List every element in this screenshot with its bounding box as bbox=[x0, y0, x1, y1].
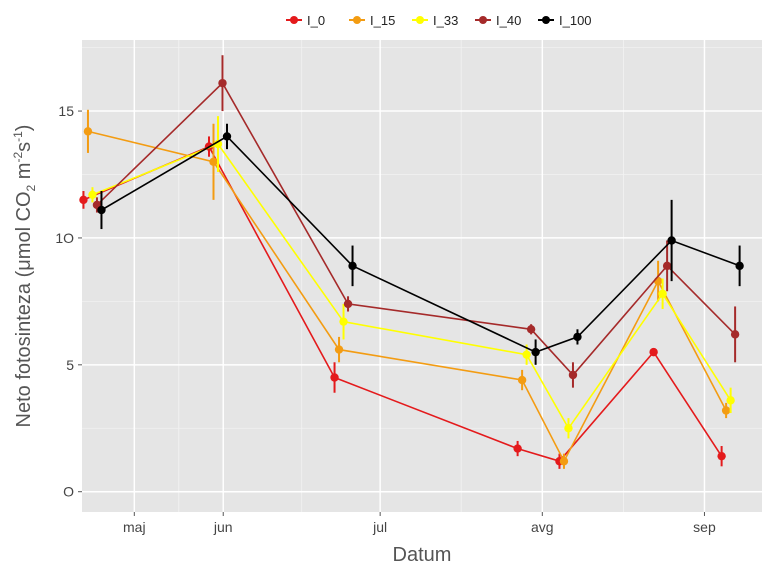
data-point bbox=[649, 347, 658, 357]
y-title-part: 2 bbox=[24, 184, 38, 191]
x-tick-label: avg bbox=[531, 519, 554, 535]
series-I_100 bbox=[97, 123, 744, 365]
y-tick-label: O bbox=[63, 484, 74, 500]
series-I_40 bbox=[92, 55, 740, 388]
data-point bbox=[653, 276, 663, 286]
data-point bbox=[735, 261, 744, 271]
x-tick-label: jul bbox=[372, 519, 387, 535]
legend-label: I_100 bbox=[559, 13, 592, 28]
data-point bbox=[334, 345, 344, 354]
legend-label: I_0 bbox=[307, 13, 325, 28]
x-tick-label: maj bbox=[123, 519, 146, 535]
series-I_15 bbox=[83, 109, 731, 469]
legend-key-point bbox=[416, 16, 424, 24]
legend-label: I_33 bbox=[433, 13, 458, 28]
data-point bbox=[209, 157, 218, 167]
data-point bbox=[564, 424, 573, 433]
legend-key-point bbox=[479, 16, 487, 24]
legend-label: I_40 bbox=[496, 13, 521, 28]
data-point bbox=[667, 236, 676, 245]
y-title-part: m bbox=[13, 163, 35, 185]
x-tick-label: sep bbox=[693, 519, 716, 535]
data-point bbox=[721, 406, 731, 415]
x-axis-title: Datum bbox=[393, 544, 452, 566]
data-point bbox=[222, 132, 232, 141]
data-point bbox=[513, 444, 522, 453]
data-point bbox=[79, 195, 88, 205]
data-point bbox=[517, 375, 527, 385]
legend-item: I_0 bbox=[286, 13, 325, 28]
data-point bbox=[559, 457, 569, 466]
legend-key-point bbox=[290, 16, 298, 24]
grid bbox=[82, 40, 762, 512]
legend-item: I_40 bbox=[475, 13, 521, 28]
data-point bbox=[522, 350, 531, 359]
data-point bbox=[726, 396, 735, 405]
data-point bbox=[717, 451, 726, 461]
y-title-part: -1 bbox=[11, 131, 25, 142]
legend-label: I_15 bbox=[370, 13, 395, 28]
legend-key-point bbox=[353, 16, 361, 24]
data-point bbox=[330, 373, 339, 382]
data-point bbox=[343, 299, 353, 309]
legend-key-point bbox=[542, 16, 550, 24]
data-point bbox=[339, 317, 348, 326]
y-tick-label: 5 bbox=[66, 357, 74, 373]
legend-item: I_33 bbox=[412, 13, 458, 28]
data-point bbox=[83, 127, 93, 136]
y-tick-label: 15 bbox=[58, 103, 74, 119]
data-point bbox=[218, 78, 227, 88]
data-point bbox=[348, 261, 357, 271]
data-point bbox=[97, 205, 106, 215]
x-tick-label: jun bbox=[213, 519, 233, 535]
legend-item: I_15 bbox=[349, 13, 395, 28]
data-point bbox=[568, 370, 578, 380]
y-tick-label: 1O bbox=[55, 230, 74, 246]
data-point bbox=[662, 261, 672, 271]
y-axis-title: Neto fotosinteza (μmol CO2 m-2s-1) bbox=[11, 125, 38, 428]
y-title-part: -2 bbox=[11, 152, 25, 163]
data-point bbox=[531, 347, 540, 357]
data-point bbox=[213, 139, 223, 149]
legend: I_0 I_15 I_33 I_40 I_100 bbox=[286, 13, 592, 28]
y-title-part: Neto fotosinteza (μmol CO bbox=[13, 191, 35, 427]
data-point bbox=[573, 332, 582, 342]
series-layer bbox=[79, 55, 744, 469]
data-point bbox=[526, 325, 536, 334]
y-title-part: s bbox=[13, 142, 35, 152]
axes: O 5 1O 15 maj jun jul avg sep bbox=[55, 103, 716, 535]
data-point bbox=[730, 330, 740, 339]
data-point bbox=[88, 190, 97, 199]
legend-item: I_100 bbox=[538, 13, 592, 28]
series-I_33 bbox=[88, 116, 735, 439]
y-title-part: ) bbox=[13, 125, 35, 132]
plot-panel bbox=[82, 40, 762, 512]
data-point bbox=[658, 289, 667, 298]
